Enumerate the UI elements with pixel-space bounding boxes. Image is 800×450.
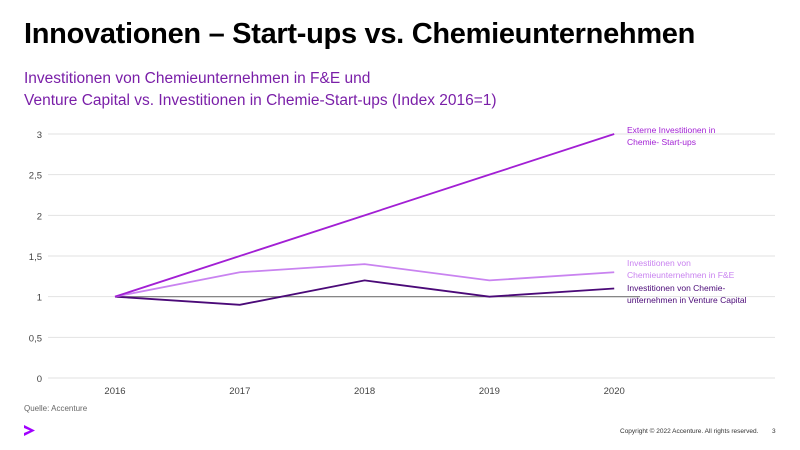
- series-line: [114, 279, 615, 306]
- source-note: Quelle: Accenture: [24, 404, 88, 413]
- x-tick-label: 2020: [604, 386, 625, 397]
- y-tick-label: 1,5: [29, 252, 42, 263]
- y-tick-label: 2: [37, 211, 42, 222]
- copyright: Copyright © 2022 Accenture. All rights r…: [620, 428, 759, 435]
- series-label: Investitionen von Chemie-: [627, 283, 725, 293]
- chart-subtitle-line-1: Investitionen von Chemieunternehmen in F…: [24, 70, 371, 87]
- y-tick-label: 0: [37, 374, 42, 385]
- y-tick-label: 1: [37, 293, 42, 304]
- page-title: Innovationen – Start-ups vs. Chemieunter…: [24, 18, 696, 50]
- series-label: Investitionen von: [627, 258, 691, 268]
- x-tick-label: 2018: [354, 386, 375, 397]
- page-number: 3: [772, 428, 776, 435]
- x-tick-label: 2017: [229, 386, 250, 397]
- x-tick-label: 2016: [104, 386, 125, 397]
- series-label: unternehmen in Venture Capital: [627, 295, 747, 305]
- series-label: Chemie- Start-ups: [627, 137, 696, 147]
- series-label: Chemieunternehmen in F&E: [627, 270, 735, 280]
- accenture-logo-icon: [24, 425, 35, 436]
- y-tick-label: 0,5: [29, 333, 42, 344]
- chart-subtitle-line-2: Venture Capital vs. Investitionen in Che…: [24, 92, 497, 109]
- y-tick-label: 2,5: [29, 171, 42, 182]
- x-tick-label: 2019: [479, 386, 500, 397]
- y-tick-label: 3: [37, 130, 42, 141]
- series-label: Externe Investitionen in: [627, 125, 716, 135]
